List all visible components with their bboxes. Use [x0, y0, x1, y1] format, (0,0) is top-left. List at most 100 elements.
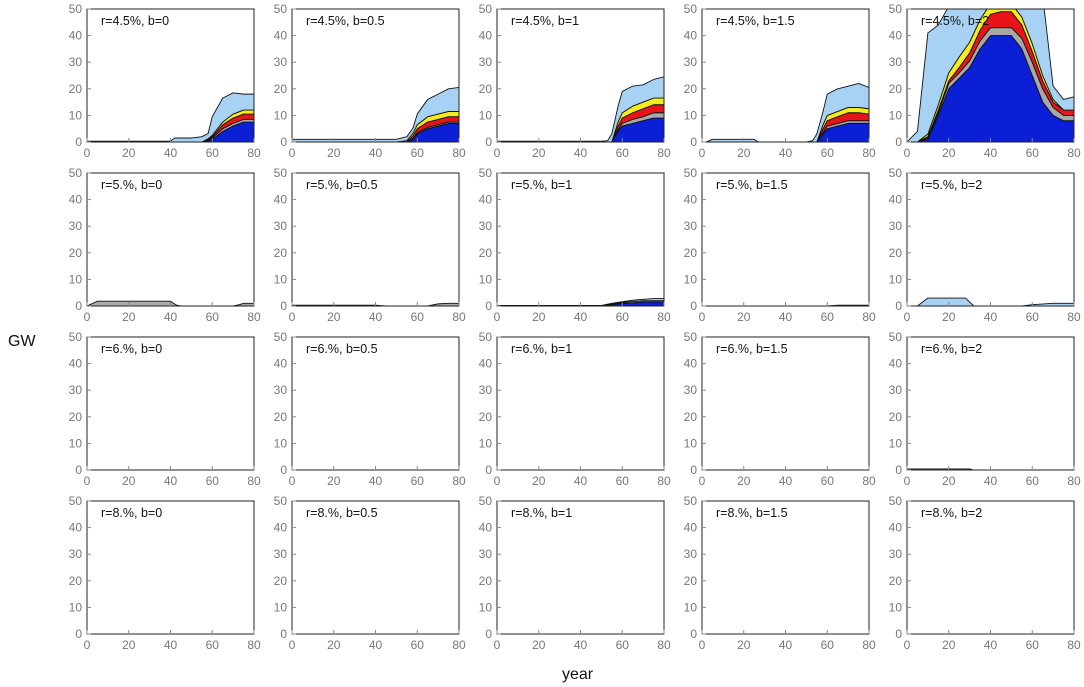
chart-panel: 0 20 40 60 80 0 10 20 30 40 50 r=6.%, b=0 [69, 330, 261, 488]
y-tick-label: 30 [479, 219, 493, 233]
y-tick-label: 20 [69, 574, 83, 588]
x-tick-label: 20 [532, 638, 546, 652]
plot-frame [496, 500, 665, 635]
panel-grid: 0 20 40 60 80 0 10 20 30 40 50 r=4.5%, b=0 0 20 40 60 80… [69, 2, 1081, 652]
y-tick-label: 10 [274, 272, 288, 286]
y-tick-label: 40 [889, 29, 903, 43]
x-tick-label: 0 [904, 146, 911, 160]
x-tick-label: 60 [1026, 310, 1040, 324]
y-tick-label: 10 [889, 436, 903, 450]
plot-frame [701, 500, 870, 635]
plot-frame [86, 500, 255, 635]
y-tick-label: 10 [889, 108, 903, 122]
y-tick-label: 10 [479, 436, 493, 450]
x-tick-label: 20 [122, 146, 136, 160]
y-tick-label: 40 [684, 193, 698, 207]
x-tick-label: 40 [984, 474, 998, 488]
y-tick-label: 40 [274, 357, 288, 371]
x-tick-label: 80 [247, 310, 261, 324]
y-tick-label: 10 [684, 108, 698, 122]
y-tick-label: 50 [889, 166, 903, 180]
panel-title: r=8.%, b=0.5 [306, 506, 378, 520]
x-tick-label: 0 [494, 146, 501, 160]
x-tick-label: 0 [84, 638, 91, 652]
y-tick-label: 20 [274, 574, 288, 588]
x-tick-label: 20 [737, 638, 751, 652]
y-tick-label: 10 [69, 108, 83, 122]
y-tick-label: 20 [684, 574, 698, 588]
area-layers [292, 87, 459, 142]
y-tick-label: 50 [479, 166, 493, 180]
x-tick-label: 60 [1026, 146, 1040, 160]
x-tick-label: 40 [984, 638, 998, 652]
y-tick-label: 0 [280, 627, 287, 641]
x-tick-label: 20 [327, 146, 341, 160]
x-tick-label: 60 [206, 146, 220, 160]
x-tick-label: 80 [1067, 474, 1081, 488]
x-tick-label: 60 [411, 474, 425, 488]
x-tick-label: 80 [1067, 638, 1081, 652]
plot-frame [291, 500, 460, 635]
y-tick-label: 20 [69, 82, 83, 96]
x-tick-label: 40 [369, 638, 383, 652]
x-tick-label: 40 [574, 310, 588, 324]
chart-panel: 0 20 40 60 80 0 10 20 30 40 50 r=8.%, b=0.5 [274, 494, 466, 652]
panel-title: r=4.5%, b=2 [921, 14, 989, 28]
chart-panel: 0 20 40 60 80 0 10 20 30 40 50 r=8.%, b=2 [889, 494, 1081, 652]
x-tick-label: 40 [779, 146, 793, 160]
y-tick-label: 40 [69, 521, 83, 535]
x-tick-label: 0 [904, 474, 911, 488]
x-tick-label: 60 [821, 310, 835, 324]
panel-title: r=6.%, b=2 [921, 342, 982, 356]
y-axis-label: GW [8, 333, 36, 350]
y-tick-label: 0 [75, 627, 82, 641]
y-tick-label: 0 [690, 135, 697, 149]
y-tick-label: 10 [889, 600, 903, 614]
y-tick-label: 20 [479, 574, 493, 588]
panel-title: r=8.%, b=0 [101, 506, 162, 520]
y-tick-label: 20 [479, 246, 493, 260]
plot-frame [701, 336, 870, 471]
x-tick-label: 20 [327, 638, 341, 652]
panel-title: r=8.%, b=1.5 [716, 506, 788, 520]
y-tick-label: 30 [274, 547, 288, 561]
plot-frame [906, 336, 1075, 471]
x-tick-label: 0 [289, 146, 296, 160]
y-tick-label: 0 [280, 463, 287, 477]
y-tick-label: 30 [69, 55, 83, 69]
y-tick-label: 10 [69, 436, 83, 450]
y-tick-label: 0 [895, 135, 902, 149]
y-tick-label: 30 [479, 383, 493, 397]
y-tick-label: 30 [684, 55, 698, 69]
x-tick-label: 20 [532, 474, 546, 488]
x-tick-label: 80 [247, 146, 261, 160]
y-tick-label: 0 [280, 299, 287, 313]
plot-frame [906, 500, 1075, 635]
y-tick-label: 10 [684, 436, 698, 450]
y-tick-label: 20 [274, 410, 288, 424]
x-tick-label: 80 [657, 638, 671, 652]
plot-frame [906, 172, 1075, 307]
x-tick-label: 80 [657, 146, 671, 160]
x-tick-label: 60 [411, 638, 425, 652]
y-tick-label: 20 [889, 410, 903, 424]
x-tick-label: 60 [1026, 474, 1040, 488]
y-tick-label: 20 [274, 82, 288, 96]
y-tick-label: 50 [69, 494, 83, 508]
y-tick-label: 10 [889, 272, 903, 286]
y-tick-label: 0 [485, 627, 492, 641]
y-tick-label: 40 [479, 193, 493, 207]
y-tick-label: 10 [479, 600, 493, 614]
y-tick-label: 30 [69, 219, 83, 233]
x-tick-label: 20 [942, 474, 956, 488]
x-tick-label: 60 [411, 310, 425, 324]
y-tick-label: 40 [479, 29, 493, 43]
area-layers [87, 92, 254, 142]
y-tick-label: 30 [889, 219, 903, 233]
y-tick-label: 30 [684, 219, 698, 233]
y-tick-label: 30 [479, 547, 493, 561]
x-tick-label: 0 [289, 310, 296, 324]
x-tick-label: 0 [289, 638, 296, 652]
y-tick-label: 40 [684, 357, 698, 371]
